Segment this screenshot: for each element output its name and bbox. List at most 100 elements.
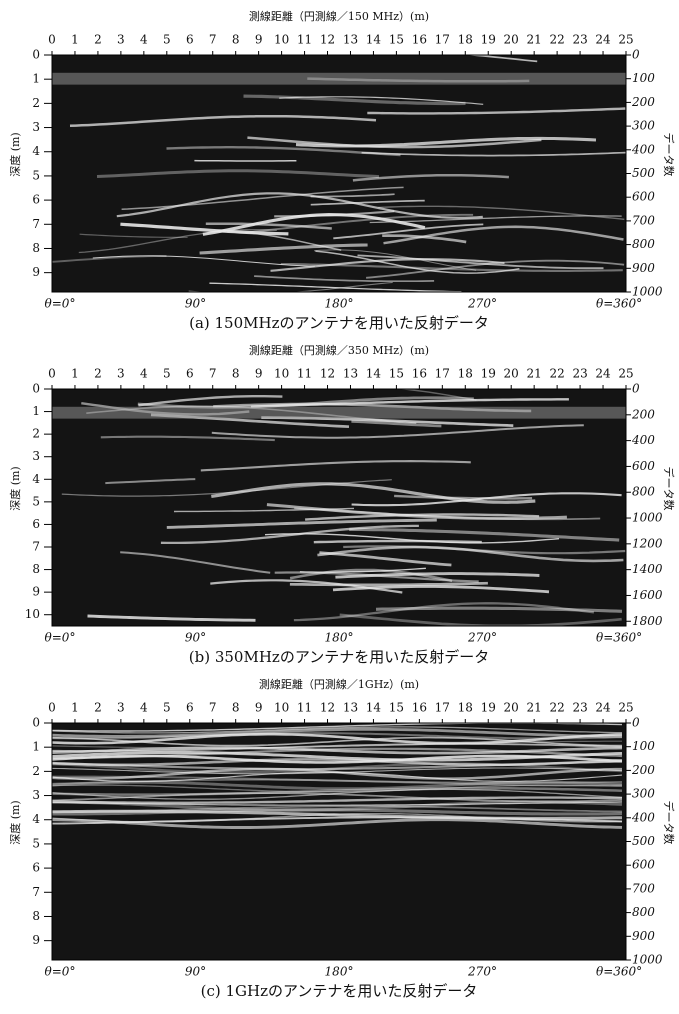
axis-title: 測線距離（円測線／1GHz）(m): [259, 677, 419, 691]
top-tick-label: 9: [255, 701, 263, 715]
top-tick-label: 17: [435, 701, 450, 715]
depth-tick-label: 4: [32, 144, 40, 158]
data-tick-label: 100: [632, 71, 655, 85]
top-tick-label: 18: [458, 701, 473, 715]
depth-tick-label: 7: [32, 217, 40, 231]
top-tick-label: 1: [71, 367, 79, 381]
top-tick-label: 5: [163, 33, 171, 47]
top-tick-label: 6: [186, 701, 194, 715]
top-tick-label: 2: [94, 33, 102, 47]
top-tick-label: 25: [618, 701, 633, 715]
data-tick-label: 200: [631, 95, 655, 109]
top-tick-label: 20: [504, 33, 519, 47]
top-tick-label: 16: [412, 33, 427, 47]
depth-tick-label: 8: [32, 241, 40, 255]
top-tick-label: 10: [274, 33, 289, 47]
top-tick-label: 15: [389, 33, 404, 47]
top-tick-label: 23: [572, 33, 587, 47]
top-tick-label: 8: [232, 33, 240, 47]
top-tick-label: 19: [481, 701, 496, 715]
data-tick-label: 0: [632, 382, 640, 396]
data-tick-label: 600: [632, 858, 655, 872]
data-tick-label: 0: [632, 716, 640, 730]
angle-label: θ=360°: [596, 965, 642, 979]
band: [52, 407, 626, 419]
top-tick-label: 13: [343, 367, 358, 381]
depth-tick-label: 7: [32, 540, 40, 554]
radargram: [52, 387, 626, 626]
data-tick-label: 600: [632, 459, 655, 473]
data-tick-label: 300: [632, 787, 655, 801]
depth-tick-label: 6: [32, 861, 40, 875]
top-tick-label: 4: [140, 701, 148, 715]
top-tick-label: 21: [527, 33, 542, 47]
depth-tick-label: 6: [32, 193, 40, 207]
data-tick-label: 0: [632, 48, 640, 62]
depth-tick-label: 9: [32, 265, 40, 279]
angle-label: 270°: [467, 965, 497, 979]
top-tick-label: 12: [320, 33, 335, 47]
top-tick-label: 10: [274, 367, 289, 381]
top-tick-label: 7: [209, 367, 217, 381]
caption: (b) 350MHzのアンテナを用いた反射データ: [189, 648, 489, 666]
top-tick-label: 17: [435, 367, 450, 381]
depth-tick-label: 3: [32, 120, 40, 134]
depth-tick-label: 3: [32, 788, 40, 802]
angle-label: 180°: [325, 631, 354, 645]
top-tick-label: 8: [232, 367, 240, 381]
data-tick-label: 1400: [632, 562, 663, 576]
data-tick-label: 700: [632, 213, 655, 227]
depth-tick-label: 0: [32, 716, 40, 730]
data-tick-label: 1600: [632, 588, 663, 602]
top-tick-label: 15: [389, 367, 404, 381]
angle-label: θ=0°: [45, 631, 76, 645]
angle-label: 90°: [185, 965, 206, 979]
top-tick-label: 1: [71, 33, 79, 47]
depth-tick-label: 2: [32, 427, 40, 441]
data-tick-label: 900: [632, 261, 655, 275]
axis-title: 測線距離（円測線／350 MHz）(m): [249, 343, 429, 357]
top-tick-label: 24: [595, 367, 611, 381]
data-tick-label: 1200: [632, 536, 663, 550]
depth-tick-label: 5: [32, 494, 40, 508]
depth-label: 深度 (m): [8, 466, 22, 511]
top-tick-label: 1: [71, 701, 79, 715]
top-tick-label: 14: [366, 701, 382, 715]
data-label: データ数: [662, 133, 676, 177]
depth-tick-label: 1: [32, 72, 40, 86]
data-label: データ数: [662, 801, 676, 845]
top-tick-label: 13: [343, 33, 358, 47]
top-tick-label: 19: [481, 367, 496, 381]
top-tick-label: 9: [255, 33, 263, 47]
data-tick-label: 500: [632, 834, 655, 848]
depth-tick-label: 2: [32, 764, 40, 778]
angle-label: θ=360°: [596, 297, 642, 311]
top-tick-label: 0: [48, 33, 56, 47]
top-tick-label: 5: [163, 367, 171, 381]
data-tick-label: 400: [631, 433, 655, 447]
depth-tick-label: 5: [32, 836, 40, 850]
top-tick-label: 22: [549, 33, 564, 47]
top-tick-label: 6: [186, 33, 194, 47]
top-tick-label: 7: [209, 701, 217, 715]
data-tick-label: 1000: [632, 511, 663, 525]
depth-tick-label: 3: [32, 449, 40, 463]
depth-label: 深度 (m): [8, 132, 22, 177]
top-tick-label: 16: [412, 701, 427, 715]
top-tick-label: 11: [297, 701, 312, 715]
top-tick-label: 15: [389, 701, 404, 715]
top-tick-label: 0: [48, 367, 56, 381]
data-label: データ数: [662, 467, 676, 511]
data-tick-label: 800: [632, 237, 655, 251]
top-tick-label: 23: [572, 367, 587, 381]
top-tick-label: 18: [458, 367, 473, 381]
band: [52, 73, 626, 85]
top-tick-label: 12: [320, 367, 335, 381]
top-tick-label: 12: [320, 701, 335, 715]
data-tick-label: 900: [632, 929, 655, 943]
depth-label: 深度 (m): [8, 800, 22, 845]
top-tick-label: 20: [504, 701, 519, 715]
angle-label: 270°: [467, 631, 497, 645]
top-tick-label: 9: [255, 367, 263, 381]
